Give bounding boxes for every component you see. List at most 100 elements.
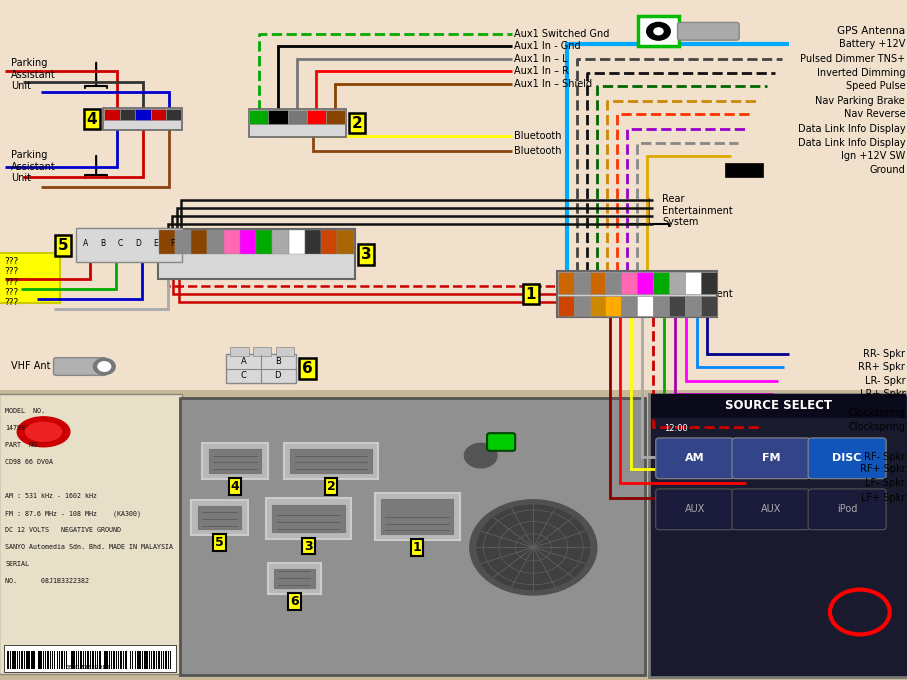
FancyBboxPatch shape (268, 110, 288, 124)
Bar (35, 651, 36, 669)
Bar (104, 651, 106, 669)
Text: LR+ Spkr: LR+ Spkr (860, 390, 905, 399)
FancyBboxPatch shape (656, 489, 734, 530)
Bar (170, 651, 171, 669)
FancyBboxPatch shape (268, 563, 321, 594)
FancyBboxPatch shape (135, 109, 151, 120)
FancyBboxPatch shape (487, 433, 515, 451)
Text: 4: 4 (86, 112, 97, 126)
FancyBboxPatch shape (651, 394, 906, 418)
Text: ???: ??? (5, 277, 19, 287)
Bar (146, 651, 148, 669)
FancyBboxPatch shape (678, 22, 739, 40)
FancyBboxPatch shape (590, 296, 605, 316)
Bar (149, 651, 151, 669)
FancyBboxPatch shape (284, 443, 378, 479)
Text: B: B (101, 239, 106, 248)
FancyBboxPatch shape (0, 390, 907, 680)
Circle shape (470, 500, 597, 595)
Text: C: C (118, 239, 123, 248)
FancyBboxPatch shape (621, 296, 637, 316)
Bar (16, 651, 17, 669)
FancyBboxPatch shape (191, 230, 208, 254)
Text: MODEL  NO.: MODEL NO. (5, 409, 45, 414)
Bar (113, 651, 115, 669)
FancyBboxPatch shape (305, 230, 321, 254)
Bar (62, 651, 63, 669)
Text: 4: 4 (230, 479, 239, 493)
Text: Ground: Ground (870, 165, 905, 175)
Bar (125, 651, 127, 669)
FancyBboxPatch shape (381, 499, 454, 534)
FancyBboxPatch shape (224, 230, 240, 254)
Text: FM: FM (762, 454, 780, 463)
FancyBboxPatch shape (557, 271, 717, 317)
Text: 6: 6 (302, 361, 313, 376)
FancyBboxPatch shape (685, 272, 700, 294)
Ellipse shape (17, 417, 70, 447)
FancyBboxPatch shape (202, 443, 268, 479)
Text: Ign +12V SW: Ign +12V SW (841, 152, 905, 161)
FancyBboxPatch shape (638, 16, 679, 46)
Text: Aux1 In - Gnd: Aux1 In - Gnd (514, 41, 580, 51)
Circle shape (654, 28, 663, 35)
Text: 5: 5 (57, 238, 68, 253)
FancyBboxPatch shape (198, 506, 241, 529)
FancyBboxPatch shape (307, 110, 326, 124)
Text: Parking
Assistant
Unit: Parking Assistant Unit (11, 58, 55, 91)
Bar (28, 651, 30, 669)
Text: 08J1B3322382: 08J1B3322382 (65, 665, 111, 670)
Bar (34, 651, 35, 669)
Bar (134, 651, 136, 669)
FancyBboxPatch shape (685, 296, 700, 316)
Text: D: D (275, 371, 281, 380)
Bar (7, 651, 9, 669)
Bar (151, 651, 152, 669)
Text: 12:00: 12:00 (664, 424, 688, 433)
Bar (43, 651, 44, 669)
Text: Bluetooth: Bluetooth (514, 146, 561, 156)
Bar (121, 651, 122, 669)
Text: Aux1 In – R: Aux1 In – R (514, 67, 570, 76)
Bar (57, 651, 58, 669)
Text: Bluetooth: Bluetooth (514, 131, 561, 141)
Bar (140, 651, 141, 669)
Text: E: E (153, 239, 158, 248)
Bar (141, 651, 142, 669)
FancyBboxPatch shape (573, 272, 590, 294)
FancyBboxPatch shape (700, 296, 717, 316)
FancyBboxPatch shape (732, 489, 810, 530)
Bar (66, 651, 67, 669)
Text: PART  NO.: PART NO. (5, 443, 42, 448)
FancyBboxPatch shape (653, 296, 668, 316)
Text: LF+ Spkr: LF+ Spkr (861, 493, 905, 503)
FancyBboxPatch shape (159, 230, 175, 254)
Text: 1: 1 (525, 286, 536, 302)
Text: AM : 531 kHz - 1602 kHz: AM : 531 kHz - 1602 kHz (5, 494, 97, 499)
Text: A: A (241, 357, 247, 367)
Text: SOURCE SELECT: SOURCE SELECT (725, 399, 832, 413)
FancyBboxPatch shape (76, 228, 182, 262)
Text: AUX: AUX (685, 505, 705, 514)
FancyBboxPatch shape (656, 438, 734, 479)
Bar (118, 651, 119, 669)
Circle shape (477, 505, 590, 590)
Text: NO.      08J1B3322382: NO. 08J1B3322382 (5, 579, 90, 584)
Text: A: A (83, 239, 88, 248)
Bar (19, 651, 20, 669)
FancyBboxPatch shape (621, 272, 637, 294)
Circle shape (93, 358, 115, 375)
Text: DC 12 VOLTS   NEGATIVE GROUND: DC 12 VOLTS NEGATIVE GROUND (5, 528, 122, 533)
Bar (153, 651, 155, 669)
Bar (87, 651, 89, 669)
Text: AUX: AUX (761, 505, 781, 514)
Bar (137, 651, 139, 669)
Text: Nav Parking Brake: Nav Parking Brake (815, 96, 905, 105)
Bar (47, 651, 49, 669)
Text: AM: AM (685, 454, 705, 463)
Text: Aux1 In – L: Aux1 In – L (514, 54, 568, 64)
FancyBboxPatch shape (208, 230, 224, 254)
FancyBboxPatch shape (175, 230, 191, 254)
Text: Data Link Info Display: Data Link Info Display (797, 138, 905, 148)
Text: VHF Ant: VHF Ant (11, 361, 51, 371)
